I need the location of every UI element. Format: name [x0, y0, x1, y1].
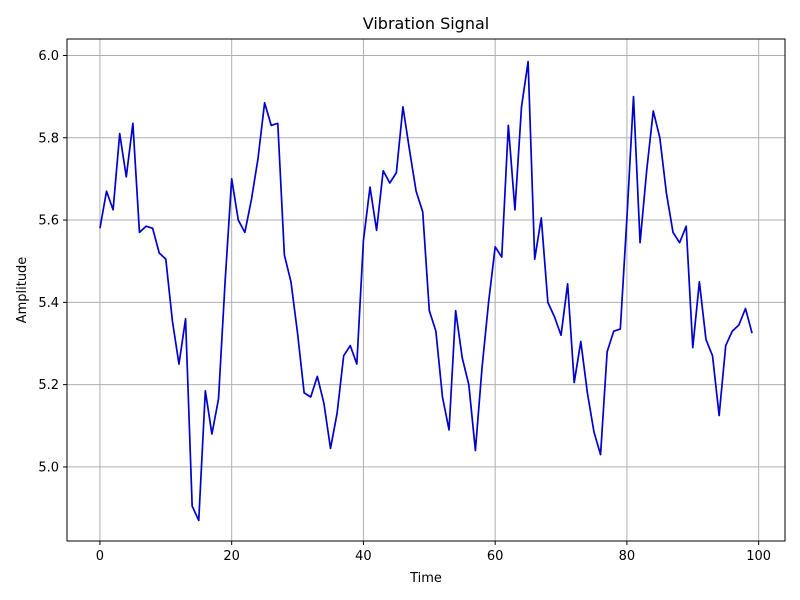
y-tick-label: 5.2 [38, 378, 59, 393]
y-tick-label: 5.0 [38, 460, 59, 475]
series-layer [99, 60, 753, 522]
chart-title: Vibration Signal [363, 14, 489, 33]
y-tick-label: 6.0 [38, 49, 59, 64]
x-tick-label: 60 [487, 549, 504, 564]
plot-area [67, 39, 785, 541]
x-tick-label: 100 [746, 549, 771, 564]
y-axis-label: Amplitude [15, 257, 30, 324]
plot-frame [66, 38, 786, 542]
x-tick-label: 0 [96, 549, 104, 564]
x-axis-label: Time [409, 571, 442, 586]
y-tick-label: 5.4 [38, 296, 59, 311]
y-tick-label: 5.6 [38, 214, 59, 229]
ticks: 0 20 40 60 80 100 5.0 5.2 5.4 5.6 5.8 6.0 [38, 49, 771, 564]
series-line [99, 60, 753, 522]
grid [67, 39, 785, 541]
y-tick-label: 5.8 [38, 131, 59, 146]
x-tick-label: 80 [619, 549, 636, 564]
x-tick-label: 40 [355, 549, 372, 564]
x-tick-label: 20 [223, 549, 240, 564]
